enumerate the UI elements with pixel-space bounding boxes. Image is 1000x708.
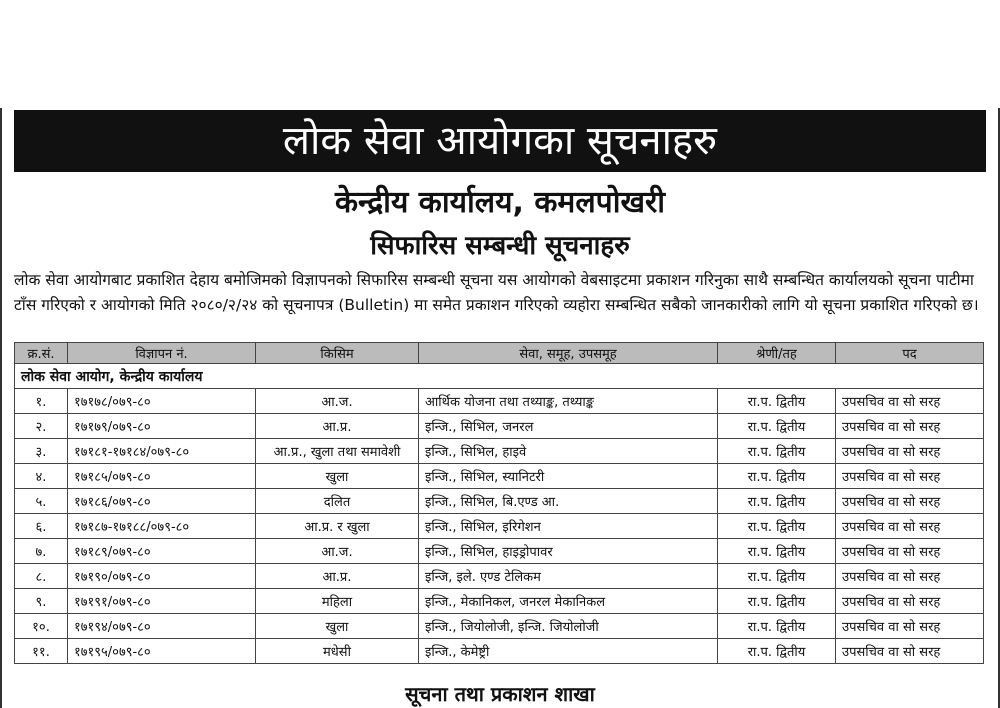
cell-type: दलित bbox=[255, 488, 419, 514]
cell-post: उपसचिव वा सो सरह bbox=[835, 588, 984, 614]
cell-service: इन्जि., सिभिल, हाइवे bbox=[418, 438, 718, 464]
banner-title: लोक सेवा आयोगका सूचनाहरु bbox=[14, 110, 986, 172]
group-label: लोक सेवा आयोग, केन्द्रीय कार्यालय bbox=[14, 363, 984, 389]
cell-service: इन्जि., सिभिल, हाइड्रोपावर bbox=[418, 538, 718, 564]
col-sn: क्र.सं. bbox=[14, 342, 68, 364]
cell-type: आ.प्र. bbox=[255, 413, 419, 439]
cell-level: रा.प. द्वितीय bbox=[717, 588, 836, 614]
cell-level: रा.प. द्वितीय bbox=[717, 513, 836, 539]
cell-sn: ६. bbox=[14, 513, 68, 539]
cell-level: रा.प. द्वितीय bbox=[717, 438, 836, 464]
table-row: ५. १७१८६/०७९-८० दलित इन्जि., सिभिल, बि.एण्ड… bbox=[14, 488, 984, 514]
cell-sn: ४. bbox=[14, 463, 68, 489]
cell-advert-no: १७१९४/०७९-८० bbox=[67, 613, 256, 639]
footer-signature: सूचना तथा प्रकाशन शाखा bbox=[405, 682, 595, 706]
table-row: ८. १७१९०/०७९-८० आ.प्र. इन्जि, इले. एण्ड टेल… bbox=[14, 563, 984, 589]
cell-level: रा.प. द्वितीय bbox=[717, 538, 836, 564]
cell-advert-no: १७१७९/०७९-८० bbox=[67, 413, 256, 439]
cell-type: आ.ज. bbox=[255, 388, 419, 414]
notice-page: लोक सेवा आयोगका सूचनाहरु केन्द्रीय कार्य… bbox=[0, 108, 1000, 708]
notice-heading: सिफारिस सम्बन्धी सूचनाहरु bbox=[370, 231, 630, 261]
office-title: केन्द्रीय कार्यालय, कमलपोखरी bbox=[334, 185, 666, 220]
cell-sn: ९. bbox=[14, 588, 68, 614]
cell-sn: ११. bbox=[14, 638, 68, 664]
cell-type: मधेसी bbox=[255, 638, 419, 664]
cell-advert-no: १७१९१/०७९-८० bbox=[67, 588, 256, 614]
col-level: श्रेणी/तह bbox=[717, 342, 836, 364]
table-row: ९. १७१९१/०७९-८० महिला इन्जि., मेकानिकल, जनर… bbox=[14, 588, 984, 614]
table-row: १०. १७१९४/०७९-८० खुला इन्जि., जियोलोजी, इन्… bbox=[14, 613, 984, 639]
notice-paragraph: लोक सेवा आयोगबाट प्रकाशित देहाय बमोजिमको… bbox=[14, 271, 979, 314]
cell-post: उपसचिव वा सो सरह bbox=[835, 638, 984, 664]
table-row: ११. १७१९५/०७९-८० मधेसी इन्जि., केमेष्ट्री रा… bbox=[14, 638, 984, 664]
cell-sn: ५. bbox=[14, 488, 68, 514]
col-type: किसिम bbox=[255, 342, 419, 364]
cell-type: खुला bbox=[255, 463, 419, 489]
cell-post: उपसचिव वा सो सरह bbox=[835, 488, 984, 514]
recommendation-table: क्र.सं. विज्ञापन नं. किसिम सेवा, समूह, उ… bbox=[14, 342, 984, 664]
cell-sn: ८. bbox=[14, 563, 68, 589]
cell-post: उपसचिव वा सो सरह bbox=[835, 388, 984, 414]
cell-service: इन्जि., सिभिल, इरिगेशन bbox=[418, 513, 718, 539]
cell-post: उपसचिव वा सो सरह bbox=[835, 438, 984, 464]
cell-level: रा.प. द्वितीय bbox=[717, 613, 836, 639]
col-advert-no: विज्ञापन नं. bbox=[67, 342, 256, 364]
cell-service: इन्जि., केमेष्ट्री bbox=[418, 638, 718, 664]
cell-post: उपसचिव वा सो सरह bbox=[835, 513, 984, 539]
cell-sn: १. bbox=[14, 388, 68, 414]
cell-service: इन्जि., सिभिल, बि.एण्ड आ. bbox=[418, 488, 718, 514]
cell-advert-no: १७१९०/०७९-८० bbox=[67, 563, 256, 589]
cell-sn: ७. bbox=[14, 538, 68, 564]
table-row: ४. १७१८५/०७९-८० खुला इन्जि., सिभिल, स्यानिट… bbox=[14, 463, 984, 489]
table-row: ६. १७१८७-१७१८८/०७९-८० आ.प्र. र खुला इन्जि.,… bbox=[14, 513, 984, 539]
cell-type: आ.ज. bbox=[255, 538, 419, 564]
cell-level: रा.प. द्वितीय bbox=[717, 638, 836, 664]
table-row: २. १७१७९/०७९-८० आ.प्र. इन्जि., सिभिल, जनरल र… bbox=[14, 413, 984, 439]
col-service: सेवा, समूह, उपसमूह bbox=[418, 342, 718, 364]
col-post: पद bbox=[835, 342, 984, 364]
cell-level: रा.प. द्वितीय bbox=[717, 563, 836, 589]
cell-service: आर्थिक योजना तथा तथ्याङ्क, तथ्याङ्क bbox=[418, 388, 718, 414]
cell-advert-no: १७१८१-१७१८४/०७९-८० bbox=[67, 438, 256, 464]
cell-service: इन्जि., जियोलोजी, इन्जि. जियोलोजी bbox=[418, 613, 718, 639]
cell-sn: ३. bbox=[14, 438, 68, 464]
cell-level: रा.प. द्वितीय bbox=[717, 463, 836, 489]
cell-type: आ.प्र., खुला तथा समावेशी bbox=[255, 438, 419, 464]
cell-service: इन्जि., मेकानिकल, जनरल मेकानिकल bbox=[418, 588, 718, 614]
cell-level: रा.प. द्वितीय bbox=[717, 413, 836, 439]
cell-sn: १०. bbox=[14, 613, 68, 639]
cell-advert-no: १७१८९/०७९-८० bbox=[67, 538, 256, 564]
table-row: १. १७१७८/०७९-८० आ.ज. आर्थिक योजना तथा तथ्या… bbox=[14, 388, 984, 414]
group-row: लोक सेवा आयोग, केन्द्रीय कार्यालय bbox=[14, 363, 984, 389]
cell-advert-no: १७१८७-१७१८८/०७९-८० bbox=[67, 513, 256, 539]
cell-post: उपसचिव वा सो सरह bbox=[835, 563, 984, 589]
cell-post: उपसचिव वा सो सरह bbox=[835, 413, 984, 439]
cell-level: रा.प. द्वितीय bbox=[717, 388, 836, 414]
cell-advert-no: १७१८६/०७९-८० bbox=[67, 488, 256, 514]
cell-type: महिला bbox=[255, 588, 419, 614]
table-header-row: क्र.सं. विज्ञापन नं. किसिम सेवा, समूह, उ… bbox=[14, 342, 984, 364]
cell-advert-no: १७१८५/०७९-८० bbox=[67, 463, 256, 489]
cell-post: उपसचिव वा सो सरह bbox=[835, 538, 984, 564]
cell-type: आ.प्र. bbox=[255, 563, 419, 589]
table-row: ७. १७१८९/०७९-८० आ.ज. इन्जि., सिभिल, हाइड्रो… bbox=[14, 538, 984, 564]
cell-advert-no: १७१९५/०७९-८० bbox=[67, 638, 256, 664]
cell-post: उपसचिव वा सो सरह bbox=[835, 463, 984, 489]
cell-service: इन्जि., सिभिल, स्यानिटरी bbox=[418, 463, 718, 489]
cell-level: रा.प. द्वितीय bbox=[717, 488, 836, 514]
cell-advert-no: १७१७८/०७९-८० bbox=[67, 388, 256, 414]
cell-post: उपसचिव वा सो सरह bbox=[835, 613, 984, 639]
table-row: ३. १७१८१-१७१८४/०७९-८० आ.प्र., खुला तथा समा… bbox=[14, 438, 984, 464]
cell-type: आ.प्र. र खुला bbox=[255, 513, 419, 539]
cell-sn: २. bbox=[14, 413, 68, 439]
cell-service: इन्जि., सिभिल, जनरल bbox=[418, 413, 718, 439]
cell-service: इन्जि, इले. एण्ड टेलिकम bbox=[418, 563, 718, 589]
cell-type: खुला bbox=[255, 613, 419, 639]
